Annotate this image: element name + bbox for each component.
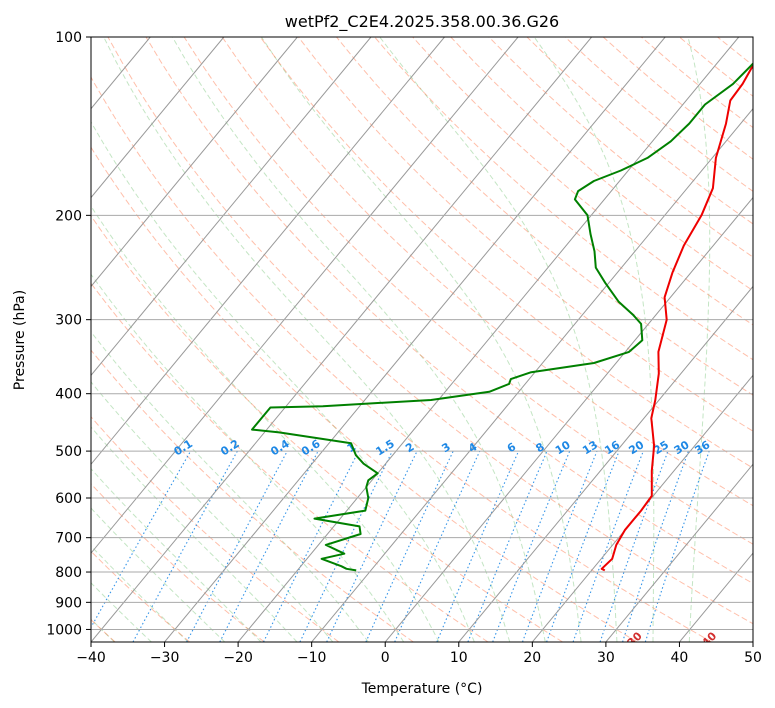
moist-adiabat-line (260, 37, 582, 642)
moist-adiabat-line (91, 582, 152, 642)
moist-adiabat-line (687, 37, 711, 642)
dry-adiabat-line (91, 146, 638, 642)
x-tick-label: −40 (76, 650, 106, 666)
x-tick-label: 30 (597, 650, 615, 666)
dry-adiabat-line (145, 37, 753, 585)
mixing-ratio-line (91, 450, 192, 629)
dewpoint-profile-line (251, 62, 753, 572)
moist-adiabat-line (91, 468, 262, 642)
dry-adiabat-line (91, 416, 340, 642)
y-tick-label: 600 (55, 491, 82, 507)
isotherm-line (91, 37, 445, 466)
plot-frame (90, 36, 754, 643)
chart-title: wetPf2_C2E4.2025.358.00.36.G26 (285, 12, 559, 32)
x-axis: −40 −30 −20 −10 0 10 20 30 40 50 (76, 642, 762, 666)
x-tick-label: −10 (297, 650, 327, 666)
x-tick-label: 0 (381, 650, 390, 666)
isotherm-line (458, 285, 753, 642)
isotherm-line (91, 37, 593, 642)
moist-adiabat-line (91, 545, 189, 642)
mixing-ratio-line (186, 450, 288, 642)
isotherm-line (605, 463, 753, 642)
moist-adiabat-line (91, 507, 226, 642)
mixing-ratio-line (546, 450, 620, 642)
moist-adiabat-line (91, 205, 440, 642)
x-tick-label: 10 (450, 650, 468, 666)
dry-adiabat-line (336, 37, 753, 396)
dry-adiabat-line (450, 37, 753, 292)
dry-adiabat-line (91, 214, 563, 642)
isotherm-line (237, 37, 740, 642)
mixing-ratio-line (622, 450, 689, 642)
dry-adiabat-line (91, 282, 489, 642)
mixing-ratio-line (467, 450, 548, 642)
mixing-ratio-line (492, 450, 571, 642)
x-tick-label: 20 (523, 650, 541, 666)
y-tick-label: 500 (55, 444, 82, 460)
isotherm-line (384, 196, 753, 642)
mixing-ratio-line (263, 450, 360, 642)
isotherm-line (531, 374, 753, 642)
y-tick-label: 100 (55, 30, 82, 46)
moist-adiabat-line (171, 37, 546, 642)
y-tick-label: 800 (55, 565, 82, 581)
dry-adiabat-line (91, 483, 265, 642)
y-axis-label: Pressure (hPa) (12, 290, 28, 390)
x-axis-label: Temperature (°C) (361, 681, 483, 697)
moist-adiabat-line (533, 37, 655, 642)
mixing-ratio-line (521, 450, 598, 642)
dry-adiabat-line (183, 37, 753, 545)
isotherm-line (311, 107, 753, 642)
isotherm-line (164, 37, 666, 642)
moist-adiabat-line (91, 120, 475, 642)
profile-lines (251, 62, 753, 572)
mixing-ratio-line (394, 450, 481, 642)
y-tick-label: 400 (55, 387, 82, 403)
y-axis: 100 200 300 400 500 600 700 800 900 1000 (46, 30, 91, 638)
dry-adiabat-line (91, 550, 191, 642)
x-tick-label: 50 (744, 650, 762, 666)
mixing-ratio-line (644, 450, 710, 642)
isotherm-line (91, 37, 372, 377)
isotherm-line (91, 37, 225, 199)
isotherm-line (91, 37, 298, 288)
x-tick-label: −30 (150, 650, 180, 666)
x-tick-label: 40 (670, 650, 688, 666)
moist-adiabat-line (103, 37, 511, 642)
background-lines (91, 37, 753, 642)
isotherm-line (91, 37, 519, 554)
y-tick-label: 900 (55, 595, 82, 611)
mixing-ratio-line (436, 450, 520, 642)
dry-adiabat-line (259, 37, 753, 469)
moist-adiabat-line (91, 330, 369, 642)
dry-adiabat-line (107, 37, 753, 625)
y-tick-label: 1000 (46, 622, 82, 638)
temperature-profile-line (600, 63, 753, 572)
y-tick-label: 200 (55, 208, 82, 224)
y-tick-label: 300 (55, 313, 82, 329)
x-tick-label: −20 (223, 650, 253, 666)
mixing-ratio-line (572, 450, 644, 642)
dry-adiabat-line (91, 76, 713, 642)
dry-adiabat-line (221, 37, 753, 507)
dry-adiabat-line (412, 37, 753, 326)
y-tick-label: 700 (55, 531, 82, 547)
